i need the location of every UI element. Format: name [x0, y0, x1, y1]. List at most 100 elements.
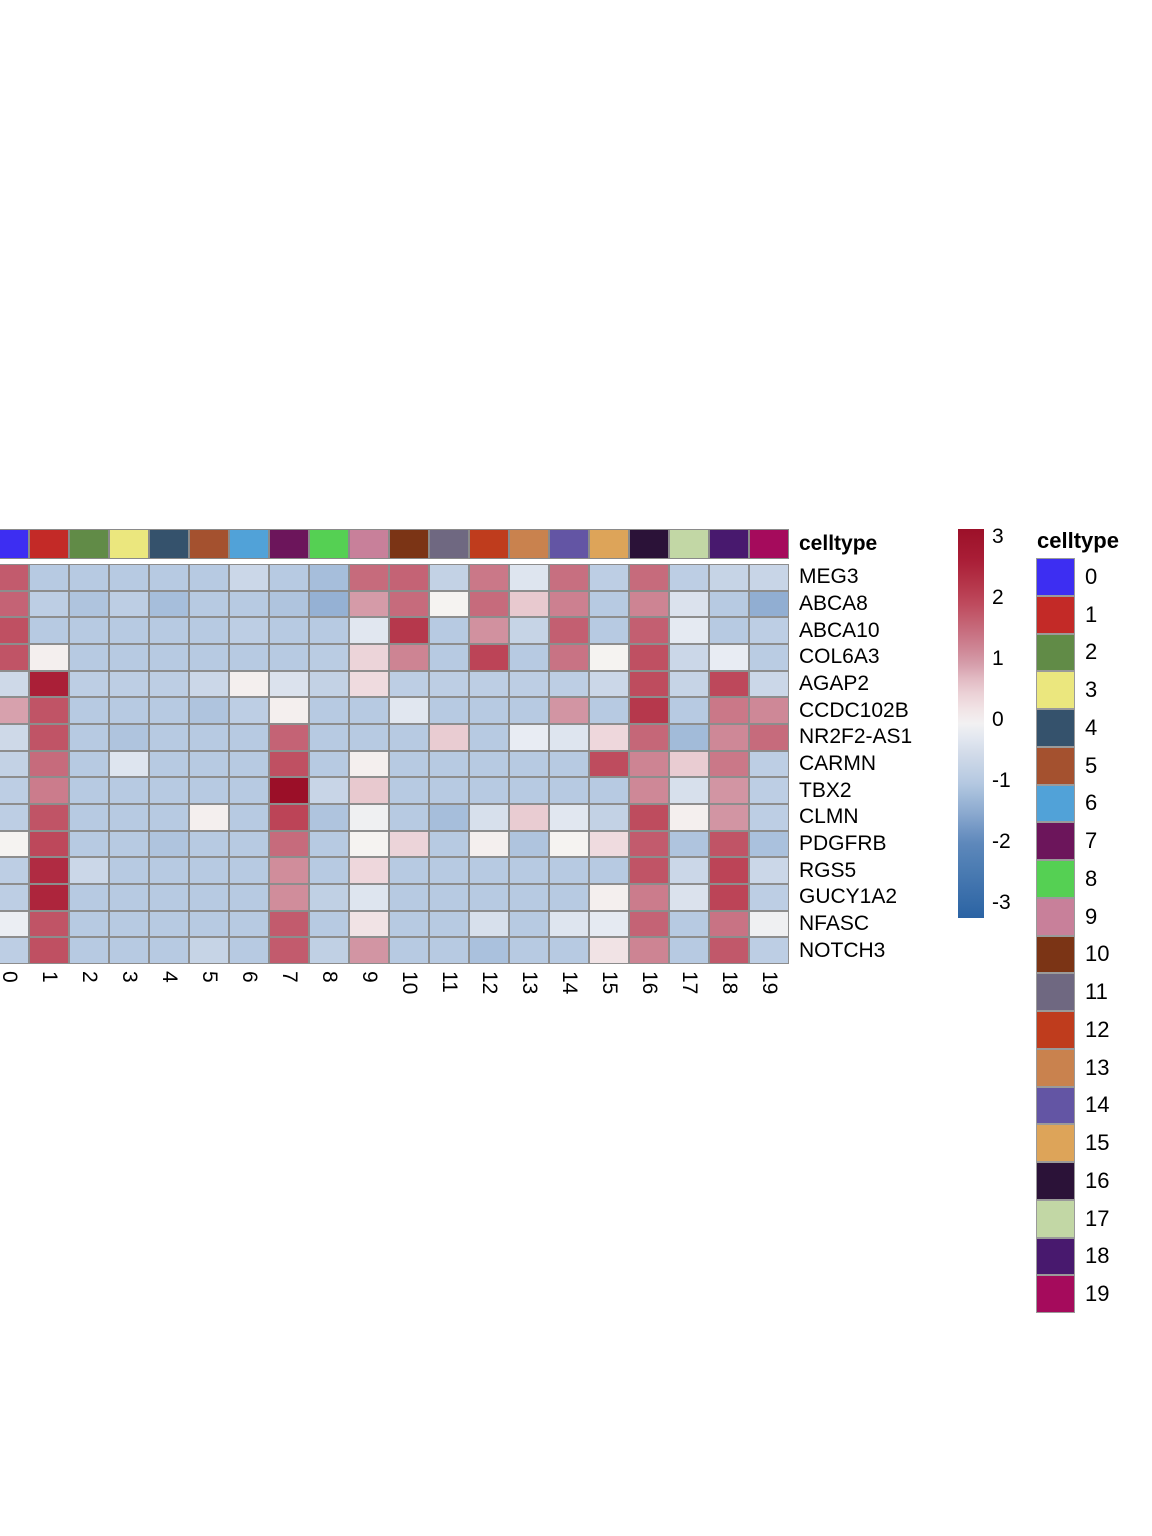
annotation-cell-2 — [69, 529, 109, 559]
column-label-2: 2 — [77, 971, 101, 983]
heatmap-cell-RGS5-10 — [389, 857, 429, 884]
legend-label-11: 11 — [1085, 979, 1108, 1005]
column-label-10: 10 — [397, 971, 421, 995]
heatmap-cell-NFASC-18 — [709, 910, 749, 938]
heatmap-cell-PDGFRB-5 — [189, 830, 229, 858]
heatmap-cell-CCDC102B-11 — [429, 697, 469, 724]
heatmap-cell-MEG3-11 — [429, 564, 469, 591]
legend-item-11: 11 — [1036, 973, 1119, 1011]
heatmap-cell-TBX2-14 — [549, 777, 589, 804]
heatmap-cell-NR2F2-AS1-13 — [509, 723, 549, 751]
column-label-16: 16 — [637, 971, 661, 995]
heatmap-cell-PDGFRB-19 — [749, 830, 789, 858]
row-label-CLMN: CLMN — [799, 805, 859, 829]
legend-item-13: 13 — [1036, 1048, 1119, 1087]
legend-swatch-0 — [1036, 558, 1075, 596]
heatmap-cell-NFASC-16 — [629, 910, 669, 938]
legend-label-6: 6 — [1085, 790, 1098, 816]
heatmap-cell-MEG3-2 — [69, 564, 109, 591]
heatmap-cell-PDGFRB-1 — [29, 830, 69, 858]
heatmap-cell-CARMN-11 — [429, 750, 469, 778]
heatmap-cell-CLMN-15 — [589, 803, 629, 831]
legend-item-4: 4 — [1036, 709, 1119, 747]
heatmap-cell-ABCA8-12 — [469, 590, 509, 618]
annotation-title: celltype — [799, 532, 878, 555]
heatmap-cell-NR2F2-AS1-17 — [669, 723, 709, 751]
heatmap-cell-COL6A3-17 — [669, 643, 709, 671]
heatmap-cell-AGAP2-3 — [109, 670, 149, 698]
heatmap-cell-TBX2-16 — [629, 777, 669, 804]
heatmap-cell-GUCY1A2-11 — [429, 883, 469, 911]
heatmap-cell-COL6A3-13 — [509, 643, 549, 671]
heatmap-cell-COL6A3-12 — [469, 643, 509, 671]
row-label-ABCA8: ABCA8 — [799, 592, 868, 615]
heatmap-cell-PDGFRB-9 — [349, 830, 389, 858]
heatmap-cell-TBX2-8 — [309, 777, 349, 804]
heatmap-cell-TBX2-7 — [269, 777, 309, 804]
heatmap-cell-PDGFRB-7 — [269, 830, 309, 858]
heatmap-cell-CARMN-1 — [29, 750, 69, 778]
heatmap-cell-GUCY1A2-4 — [149, 883, 189, 911]
heatmap-cell-ABCA8-14 — [549, 590, 589, 618]
heatmap-cell-CLMN-10 — [389, 803, 429, 831]
heatmap-cell-CCDC102B-14 — [549, 697, 589, 724]
heatmap-cell-NR2F2-AS1-2 — [69, 723, 109, 751]
heatmap-cell-ABCA10-17 — [669, 617, 709, 644]
heatmap-cell-COL6A3-18 — [709, 643, 749, 671]
heatmap-cell-ABCA8-2 — [69, 590, 109, 618]
heatmap-cell-CCDC102B-12 — [469, 697, 509, 724]
legend-swatch-10 — [1036, 935, 1075, 974]
heatmap-cell-NR2F2-AS1-15 — [589, 723, 629, 751]
heatmap-cell-MEG3-6 — [229, 564, 269, 591]
heatmap-cell-MEG3-5 — [189, 564, 229, 591]
heatmap-cell-TBX2-3 — [109, 777, 149, 804]
heatmap-cell-CCDC102B-5 — [189, 697, 229, 724]
heatmap-cell-NOTCH3-7 — [269, 937, 309, 964]
row-label-NOTCH3: NOTCH3 — [799, 938, 886, 962]
heatmap-cell-GUCY1A2-18 — [709, 883, 749, 911]
annotation-cell-15 — [589, 529, 629, 559]
heatmap-cell-CARMN-7 — [269, 750, 309, 778]
heatmap-cell-CCDC102B-3 — [109, 697, 149, 724]
heatmap-cell-CARMN-9 — [349, 750, 389, 778]
heatmap-cell-ABCA10-4 — [149, 617, 189, 644]
heatmap-cell-CCDC102B-18 — [709, 697, 749, 724]
heatmap-cell-AGAP2-7 — [269, 670, 309, 698]
heatmap-cell-CCDC102B-13 — [509, 697, 549, 724]
heatmap-cell-NR2F2-AS1-0 — [0, 723, 29, 751]
heatmap-cell-NFASC-6 — [229, 910, 269, 938]
annotation-cell-0 — [0, 529, 29, 559]
heatmap-cell-ABCA8-13 — [509, 590, 549, 618]
annotation-cell-19 — [749, 529, 789, 559]
heatmap-cell-TBX2-0 — [0, 777, 29, 804]
heatmap-cell-NFASC-8 — [309, 910, 349, 938]
heatmap-cell-GUCY1A2-17 — [669, 883, 709, 911]
heatmap-cell-NFASC-1 — [29, 910, 69, 938]
legend-swatch-12 — [1036, 1011, 1075, 1049]
heatmap-cell-PDGFRB-15 — [589, 830, 629, 858]
heatmap-cell-NFASC-13 — [509, 910, 549, 938]
heatmap-cell-CARMN-12 — [469, 750, 509, 778]
heatmap-cell-TBX2-12 — [469, 777, 509, 804]
heatmap-cell-CLMN-16 — [629, 803, 669, 831]
heatmap-cell-TBX2-11 — [429, 777, 469, 804]
heatmap-cell-CARMN-2 — [69, 750, 109, 778]
heatmap-cell-ABCA10-19 — [749, 617, 789, 644]
heatmap-cell-NOTCH3-1 — [29, 937, 69, 964]
annotation-cell-9 — [349, 529, 389, 559]
heatmap-cell-ABCA10-12 — [469, 617, 509, 644]
heatmap-cell-NR2F2-AS1-8 — [309, 723, 349, 751]
row-label-COL6A3: COL6A3 — [799, 645, 880, 669]
legend-swatch-5 — [1036, 746, 1075, 785]
heatmap-cell-NOTCH3-6 — [229, 937, 269, 964]
heatmap-cell-COL6A3-2 — [69, 643, 109, 671]
heatmap-cell-MEG3-3 — [109, 564, 149, 591]
heatmap-cell-NOTCH3-3 — [109, 937, 149, 964]
legend-label-15: 15 — [1085, 1130, 1110, 1156]
heatmap-cell-COL6A3-10 — [389, 643, 429, 671]
legend-label-2: 2 — [1085, 639, 1098, 665]
heatmap-cell-GUCY1A2-0 — [0, 883, 29, 911]
heatmap-cell-NOTCH3-0 — [0, 937, 29, 964]
heatmap-cell-GUCY1A2-15 — [589, 883, 629, 911]
